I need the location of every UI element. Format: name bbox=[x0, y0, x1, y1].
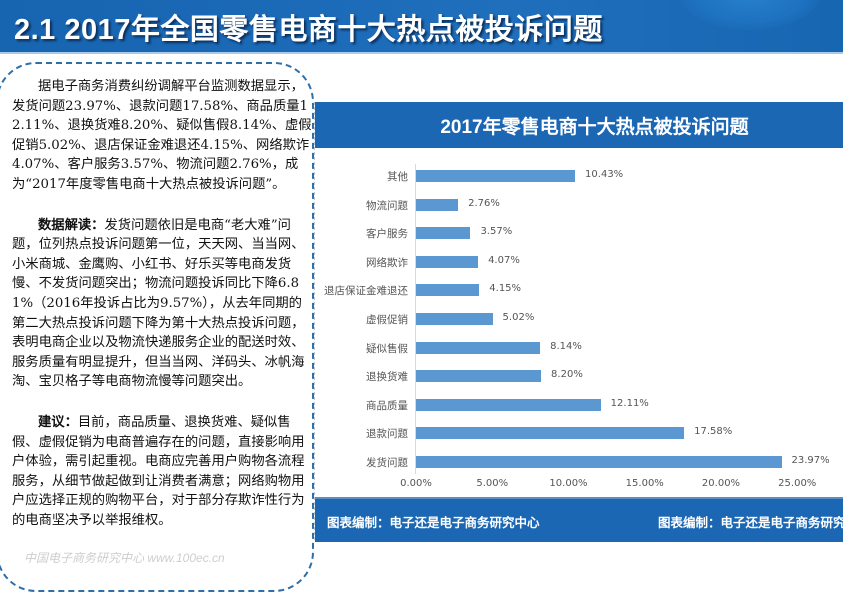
value-label: 4.07% bbox=[488, 254, 520, 266]
interpretation-lead: 数据解读： bbox=[38, 217, 105, 233]
bar bbox=[416, 198, 459, 211]
bar bbox=[416, 456, 782, 468]
bar bbox=[416, 170, 576, 182]
suggestion-text: 目前，商品质量、退换货难、疑似售假、虚假促销为电商普遍存在的问题，直接影响用户体… bbox=[12, 414, 305, 528]
bar bbox=[416, 427, 685, 440]
y-axis-line bbox=[415, 164, 416, 474]
chart-row: 虚假促销 5.02% bbox=[315, 312, 843, 327]
value-label: 8.14% bbox=[550, 340, 582, 352]
page-header: 2.1 2017年全国零售电商十大热点被投诉问题 bbox=[0, 0, 843, 54]
chart-footer: 图表编制：电子还是电子商务研究中心 图表编制：电子还是电子商务研究 bbox=[315, 497, 843, 542]
value-label: 2.76% bbox=[468, 197, 500, 209]
suggestion-lead: 建议： bbox=[38, 414, 78, 430]
chart-row: 物流问题 2.76% bbox=[315, 197, 843, 213]
bar bbox=[416, 255, 479, 268]
value-label: 5.02% bbox=[502, 312, 535, 323]
value-label: 23.97% bbox=[791, 455, 830, 466]
chart-row: 退换货难 8.20% bbox=[315, 369, 843, 384]
value-label: 12.11% bbox=[610, 397, 649, 409]
bar bbox=[416, 284, 480, 297]
interpretation-paragraph: 数据解读：发货问题依旧是电商“老大难”问题，位列热点投诉问题第一位，天天网、当当… bbox=[12, 216, 312, 392]
category-label: 退店保证金难退还 bbox=[324, 285, 408, 298]
chart-row: 客户服务 3.57% bbox=[315, 226, 843, 241]
bar bbox=[416, 398, 601, 411]
bar bbox=[416, 227, 471, 240]
bar bbox=[416, 313, 493, 325]
chart-row: 疑似售假 8.14% bbox=[315, 340, 843, 356]
header-decoration bbox=[680, 0, 820, 30]
chart-header: 2017年零售电商十大热点被投诉问题 bbox=[315, 102, 843, 148]
category-label: 网络欺诈 bbox=[366, 256, 408, 269]
chart-source-left: 图表编制：电子还是电子商务研究中心 bbox=[327, 516, 540, 530]
x-tick-label: 10.00% bbox=[549, 478, 588, 489]
bar bbox=[416, 341, 541, 354]
chart-row: 网络欺诈 4.07% bbox=[315, 254, 843, 270]
text-panel: 据电子商务消费纠纷调解平台监测数据显示，发货问题23.97%、退款问题17.58… bbox=[12, 77, 312, 551]
category-label: 虚假促销 bbox=[366, 314, 408, 326]
category-label: 其他 bbox=[387, 171, 408, 183]
value-label: 10.43% bbox=[585, 169, 624, 180]
x-tick-label: 25.00% bbox=[778, 478, 817, 489]
chart-row: 其他 10.43% bbox=[315, 169, 843, 184]
value-label: 3.57% bbox=[480, 226, 513, 238]
category-label: 客户服务 bbox=[366, 228, 408, 241]
chart-title: 2017年零售电商十大热点被投诉问题 bbox=[440, 117, 749, 138]
x-tick-label: 20.00% bbox=[701, 478, 741, 489]
category-label: 物流问题 bbox=[366, 199, 408, 212]
bar-chart: 2017年零售电商十大热点被投诉问题 其他 10.43% 物流问题 2.76% 客户服务… bbox=[314, 102, 843, 542]
chart-source-right: 图表编制：电子还是电子商务研究 bbox=[658, 516, 843, 530]
value-label: 8.20% bbox=[551, 369, 583, 381]
category-label: 疑似售假 bbox=[366, 342, 408, 355]
x-tick-label: 15.00% bbox=[625, 478, 664, 489]
page-title: 2.1 2017年全国零售电商十大热点被投诉问题 bbox=[14, 14, 603, 46]
summary-paragraph: 据电子商务消费纠纷调解平台监测数据显示，发货问题23.97%、退款问题17.58… bbox=[12, 79, 312, 192]
watermark: 中国电子商务研究中心 www.100ec.cn bbox=[24, 551, 225, 565]
interpretation-text: 发货问题依旧是电商“老大难”问题，位列热点投诉问题第一位，天天网、当当网、小米商… bbox=[12, 217, 305, 390]
category-label: 商品质量 bbox=[366, 399, 408, 412]
category-label: 退换货难 bbox=[366, 371, 408, 384]
chart-row: 退店保证金难退还 4.15% bbox=[315, 283, 843, 298]
value-label: 4.15% bbox=[489, 283, 522, 295]
x-tick-label: 0.00% bbox=[400, 478, 432, 489]
chart-row: 发货问题 23.97% bbox=[315, 455, 843, 470]
category-label: 退款问题 bbox=[366, 428, 408, 441]
bar bbox=[416, 370, 542, 383]
suggestion-paragraph: 建议：目前，商品质量、退换货难、疑似售假、虚假促销为电商普遍存在的问题，直接影响… bbox=[12, 413, 312, 531]
category-label: 发货问题 bbox=[366, 457, 408, 469]
value-label: 17.58% bbox=[694, 426, 733, 438]
chart-row: 商品质量 12.11% bbox=[315, 397, 843, 413]
chart-row: 退款问题 17.58% bbox=[315, 426, 843, 441]
x-tick-label: 5.00% bbox=[476, 478, 509, 489]
